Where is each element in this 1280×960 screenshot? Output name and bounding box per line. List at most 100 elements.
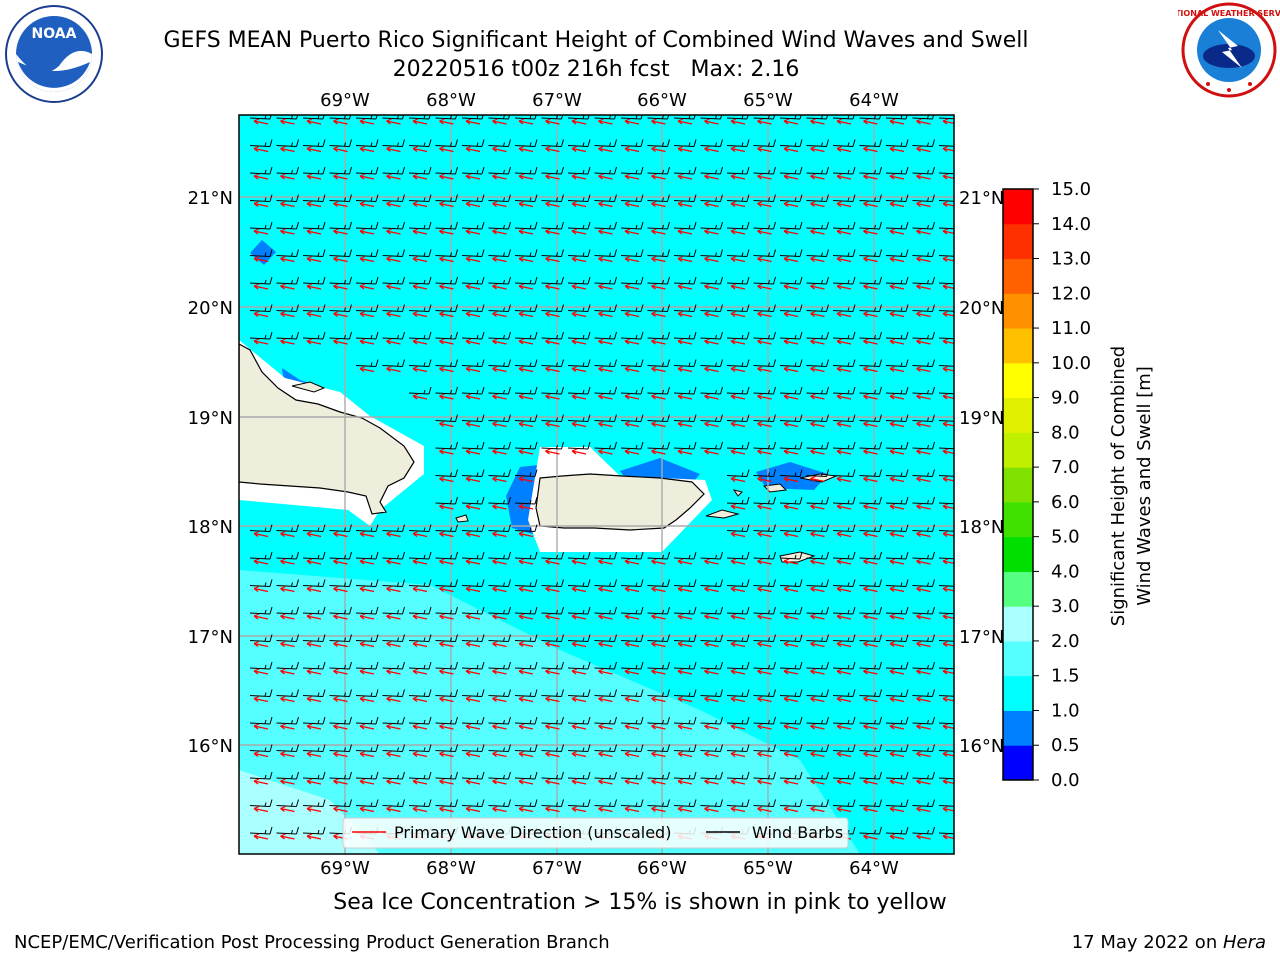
- wind-barb: [620, 166, 644, 175]
- wind-barb: [382, 249, 405, 257]
- wave-direction-arrow: [465, 200, 481, 208]
- wind-barb: [726, 331, 750, 340]
- wind-barb: [779, 579, 803, 587]
- wave-direction-arrow: [677, 695, 693, 703]
- wave-direction-arrow: [333, 118, 348, 125]
- wind-barb: [249, 826, 273, 835]
- wave-direction-arrow: [492, 640, 507, 648]
- wind-barb: [647, 386, 670, 395]
- wind-barb: [488, 744, 511, 752]
- wave-direction-arrow: [651, 640, 666, 648]
- wind-barb: [514, 166, 538, 175]
- wave-direction-arrow: [439, 668, 454, 675]
- wave-direction-arrow: [545, 668, 560, 675]
- wind-barb: [912, 331, 935, 340]
- wind-barb: [488, 689, 511, 697]
- wind-barb: [912, 744, 935, 752]
- wind-barb: [753, 661, 776, 670]
- wave-direction-arrow: [253, 173, 269, 180]
- lat-label: 20°N: [959, 298, 1004, 319]
- wave-direction-arrow: [306, 530, 322, 538]
- lon-label: 66°W: [637, 858, 687, 879]
- wind-barb: [567, 414, 591, 422]
- wave-direction-arrow: [810, 228, 825, 235]
- wave-direction-arrow: [333, 695, 348, 703]
- wind-barb: [408, 194, 432, 202]
- wind-barb: [753, 304, 776, 312]
- wind-barb: [435, 331, 458, 340]
- wave-direction-arrow: [333, 310, 348, 318]
- wave-direction-arrow: [492, 585, 507, 593]
- wind-barb: [885, 139, 909, 147]
- wave-direction-arrow: [412, 255, 428, 263]
- wave-direction-arrow: [863, 255, 878, 263]
- wave-direction-arrow: [359, 338, 375, 345]
- wind-barb: [647, 166, 670, 175]
- wave-direction-arrow: [518, 805, 534, 813]
- lon-label: 64°W: [849, 858, 899, 879]
- wave-direction-arrow: [757, 613, 772, 620]
- wave-direction-arrow: [253, 118, 269, 125]
- wind-barb: [461, 139, 485, 147]
- wave-direction-arrow: [439, 200, 454, 208]
- wave-direction-arrow: [492, 393, 507, 400]
- wave-direction-arrow: [439, 530, 454, 538]
- chart-title: GEFS MEAN Puerto Rico Significant Height…: [0, 26, 1192, 84]
- wave-direction-arrow: [492, 255, 507, 263]
- wind-barb: [753, 469, 776, 477]
- wave-direction-arrow: [677, 118, 693, 125]
- wind-barb: [276, 304, 299, 312]
- legend-barb-label: Wind Barbs: [752, 823, 843, 842]
- lon-label: 65°W: [743, 858, 793, 879]
- lon-labels-top: 69°W 68°W 67°W 66°W 65°W 64°W: [320, 90, 899, 111]
- colorbar: 0.0 0.5 1.0 1.5 2.0 3.0 4.0 5.0 6.0 7.0 8.0 9.0 10.0…: [1002, 179, 1091, 791]
- wave-direction-arrow: [598, 695, 613, 703]
- wave-direction-arrow: [730, 338, 746, 345]
- credit-line: NCEP/EMC/Verification Post Processing Pr…: [14, 932, 610, 953]
- wave-direction-arrow: [439, 640, 454, 648]
- wind-barb: [673, 139, 697, 147]
- wave-direction-arrow: [757, 778, 772, 785]
- wind-barb: [700, 249, 723, 257]
- wind-barb: [620, 579, 644, 587]
- wind-barb: [700, 606, 723, 615]
- colorbar-label-line-2: Wind Waves and Swell [m]: [1134, 366, 1155, 606]
- wave-direction-arrow: [598, 310, 613, 318]
- wave-direction-arrow: [492, 503, 507, 510]
- wave-direction-arrow: [704, 668, 719, 675]
- wind-barb: [620, 771, 644, 780]
- lon-label: 69°W: [320, 858, 370, 879]
- wind-barb: [567, 249, 591, 257]
- wind-barb: [461, 689, 485, 697]
- wind-barb: [488, 139, 511, 147]
- wind-barb: [779, 606, 803, 615]
- wave-direction-arrow: [863, 640, 878, 648]
- wave-direction-arrow: [439, 255, 454, 263]
- wind-barb: [859, 799, 882, 807]
- wind-barb: [647, 249, 670, 257]
- colorbar-segment: [1003, 710, 1033, 746]
- wave-direction-arrow: [810, 778, 825, 785]
- wind-barb: [514, 194, 538, 202]
- wind-barb: [567, 441, 591, 450]
- wave-direction-arrow: [545, 145, 560, 153]
- wind-barb: [859, 414, 882, 422]
- wind-barb: [541, 249, 564, 257]
- wave-direction-arrow: [465, 475, 481, 483]
- wind-barb: [276, 799, 299, 807]
- wind-barb: [726, 221, 750, 230]
- wind-barb: [620, 249, 644, 257]
- wave-direction-arrow: [916, 283, 931, 290]
- wave-direction-arrow: [280, 558, 295, 565]
- wind-barb: [249, 579, 273, 587]
- wave-direction-arrow: [412, 118, 428, 125]
- wind-barb: [461, 771, 485, 780]
- wave-direction-arrow: [783, 393, 799, 400]
- wave-direction-arrow: [704, 585, 719, 593]
- wave-direction-arrow: [412, 778, 428, 785]
- wave-direction-arrow: [545, 200, 560, 208]
- wind-barb: [938, 336, 954, 340]
- wave-direction-arrow: [942, 338, 954, 345]
- wind-barb: [832, 276, 856, 285]
- wind-barb: [859, 386, 882, 395]
